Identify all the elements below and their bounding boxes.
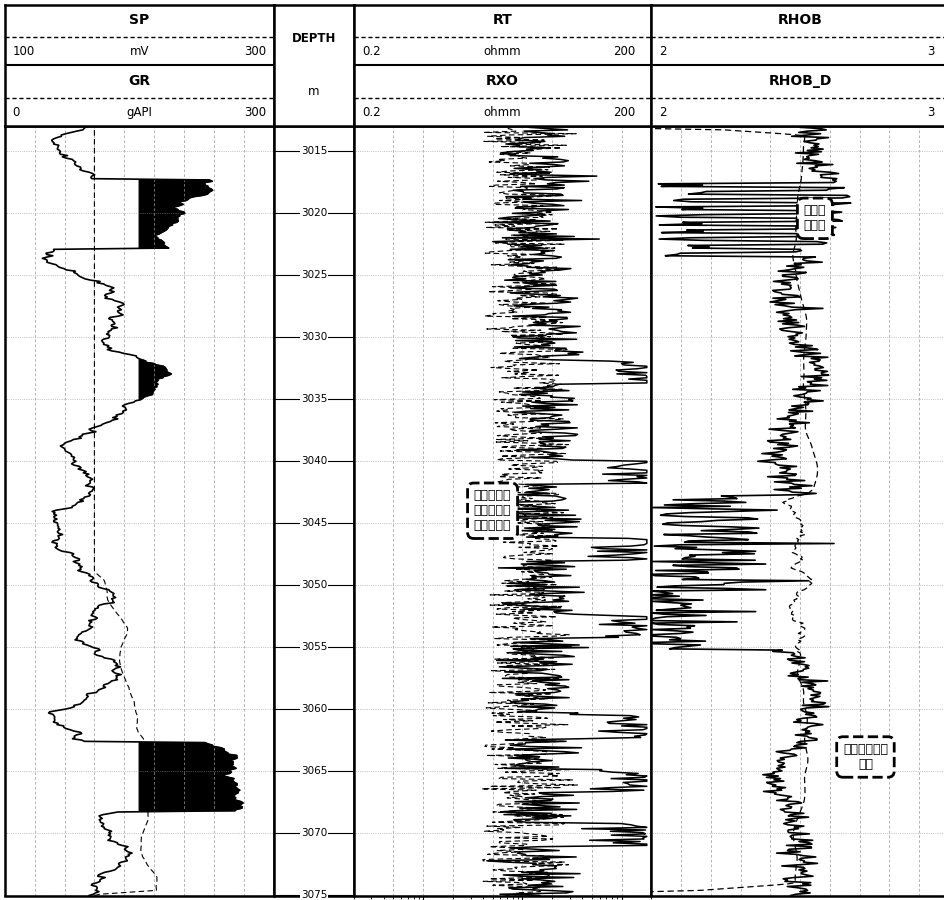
Text: RHOB: RHOB bbox=[778, 14, 822, 27]
Text: GR: GR bbox=[128, 74, 150, 88]
Text: 3055: 3055 bbox=[301, 643, 327, 652]
Text: ohmm: ohmm bbox=[484, 106, 521, 119]
Text: 3065: 3065 bbox=[301, 767, 327, 777]
Text: 3045: 3045 bbox=[301, 518, 327, 528]
Text: 0: 0 bbox=[11, 106, 19, 119]
Text: 3070: 3070 bbox=[301, 828, 327, 839]
Text: RXO: RXO bbox=[486, 74, 519, 88]
Text: ohmm: ohmm bbox=[484, 45, 521, 58]
Text: 3015: 3015 bbox=[301, 146, 327, 156]
Text: 3020: 3020 bbox=[301, 208, 327, 218]
Text: 校正后的密度
曲线: 校正后的密度 曲线 bbox=[843, 743, 888, 771]
Text: 200: 200 bbox=[614, 45, 635, 58]
Text: 3075: 3075 bbox=[301, 890, 327, 900]
Text: 300: 300 bbox=[244, 45, 266, 58]
Text: 300: 300 bbox=[244, 106, 266, 119]
Text: DEPTH: DEPTH bbox=[292, 32, 336, 45]
Text: 0.2: 0.2 bbox=[362, 45, 381, 58]
Text: 3: 3 bbox=[927, 45, 935, 58]
Text: 3060: 3060 bbox=[301, 705, 327, 715]
Text: 3030: 3030 bbox=[301, 332, 327, 342]
Text: 2: 2 bbox=[660, 45, 667, 58]
Text: 密度异
常尖峰: 密度异 常尖峰 bbox=[803, 204, 826, 232]
Text: 由于井径扩
径导致的密
度异常尖峰: 由于井径扩 径导致的密 度异常尖峰 bbox=[474, 490, 512, 532]
Text: RT: RT bbox=[493, 14, 513, 27]
Text: m: m bbox=[308, 86, 320, 98]
Text: 0.2: 0.2 bbox=[362, 106, 381, 119]
Text: 3050: 3050 bbox=[301, 580, 327, 590]
Text: 200: 200 bbox=[614, 106, 635, 119]
Text: 3040: 3040 bbox=[301, 456, 327, 466]
Text: 3025: 3025 bbox=[301, 270, 327, 280]
Text: 3: 3 bbox=[927, 106, 935, 119]
Text: gAPI: gAPI bbox=[126, 106, 152, 119]
Text: 3035: 3035 bbox=[301, 394, 327, 404]
Text: 100: 100 bbox=[12, 45, 35, 58]
Text: RHOB_D: RHOB_D bbox=[768, 74, 832, 88]
Text: mV: mV bbox=[129, 45, 149, 58]
Text: 2: 2 bbox=[660, 106, 667, 119]
Text: SP: SP bbox=[129, 14, 149, 27]
